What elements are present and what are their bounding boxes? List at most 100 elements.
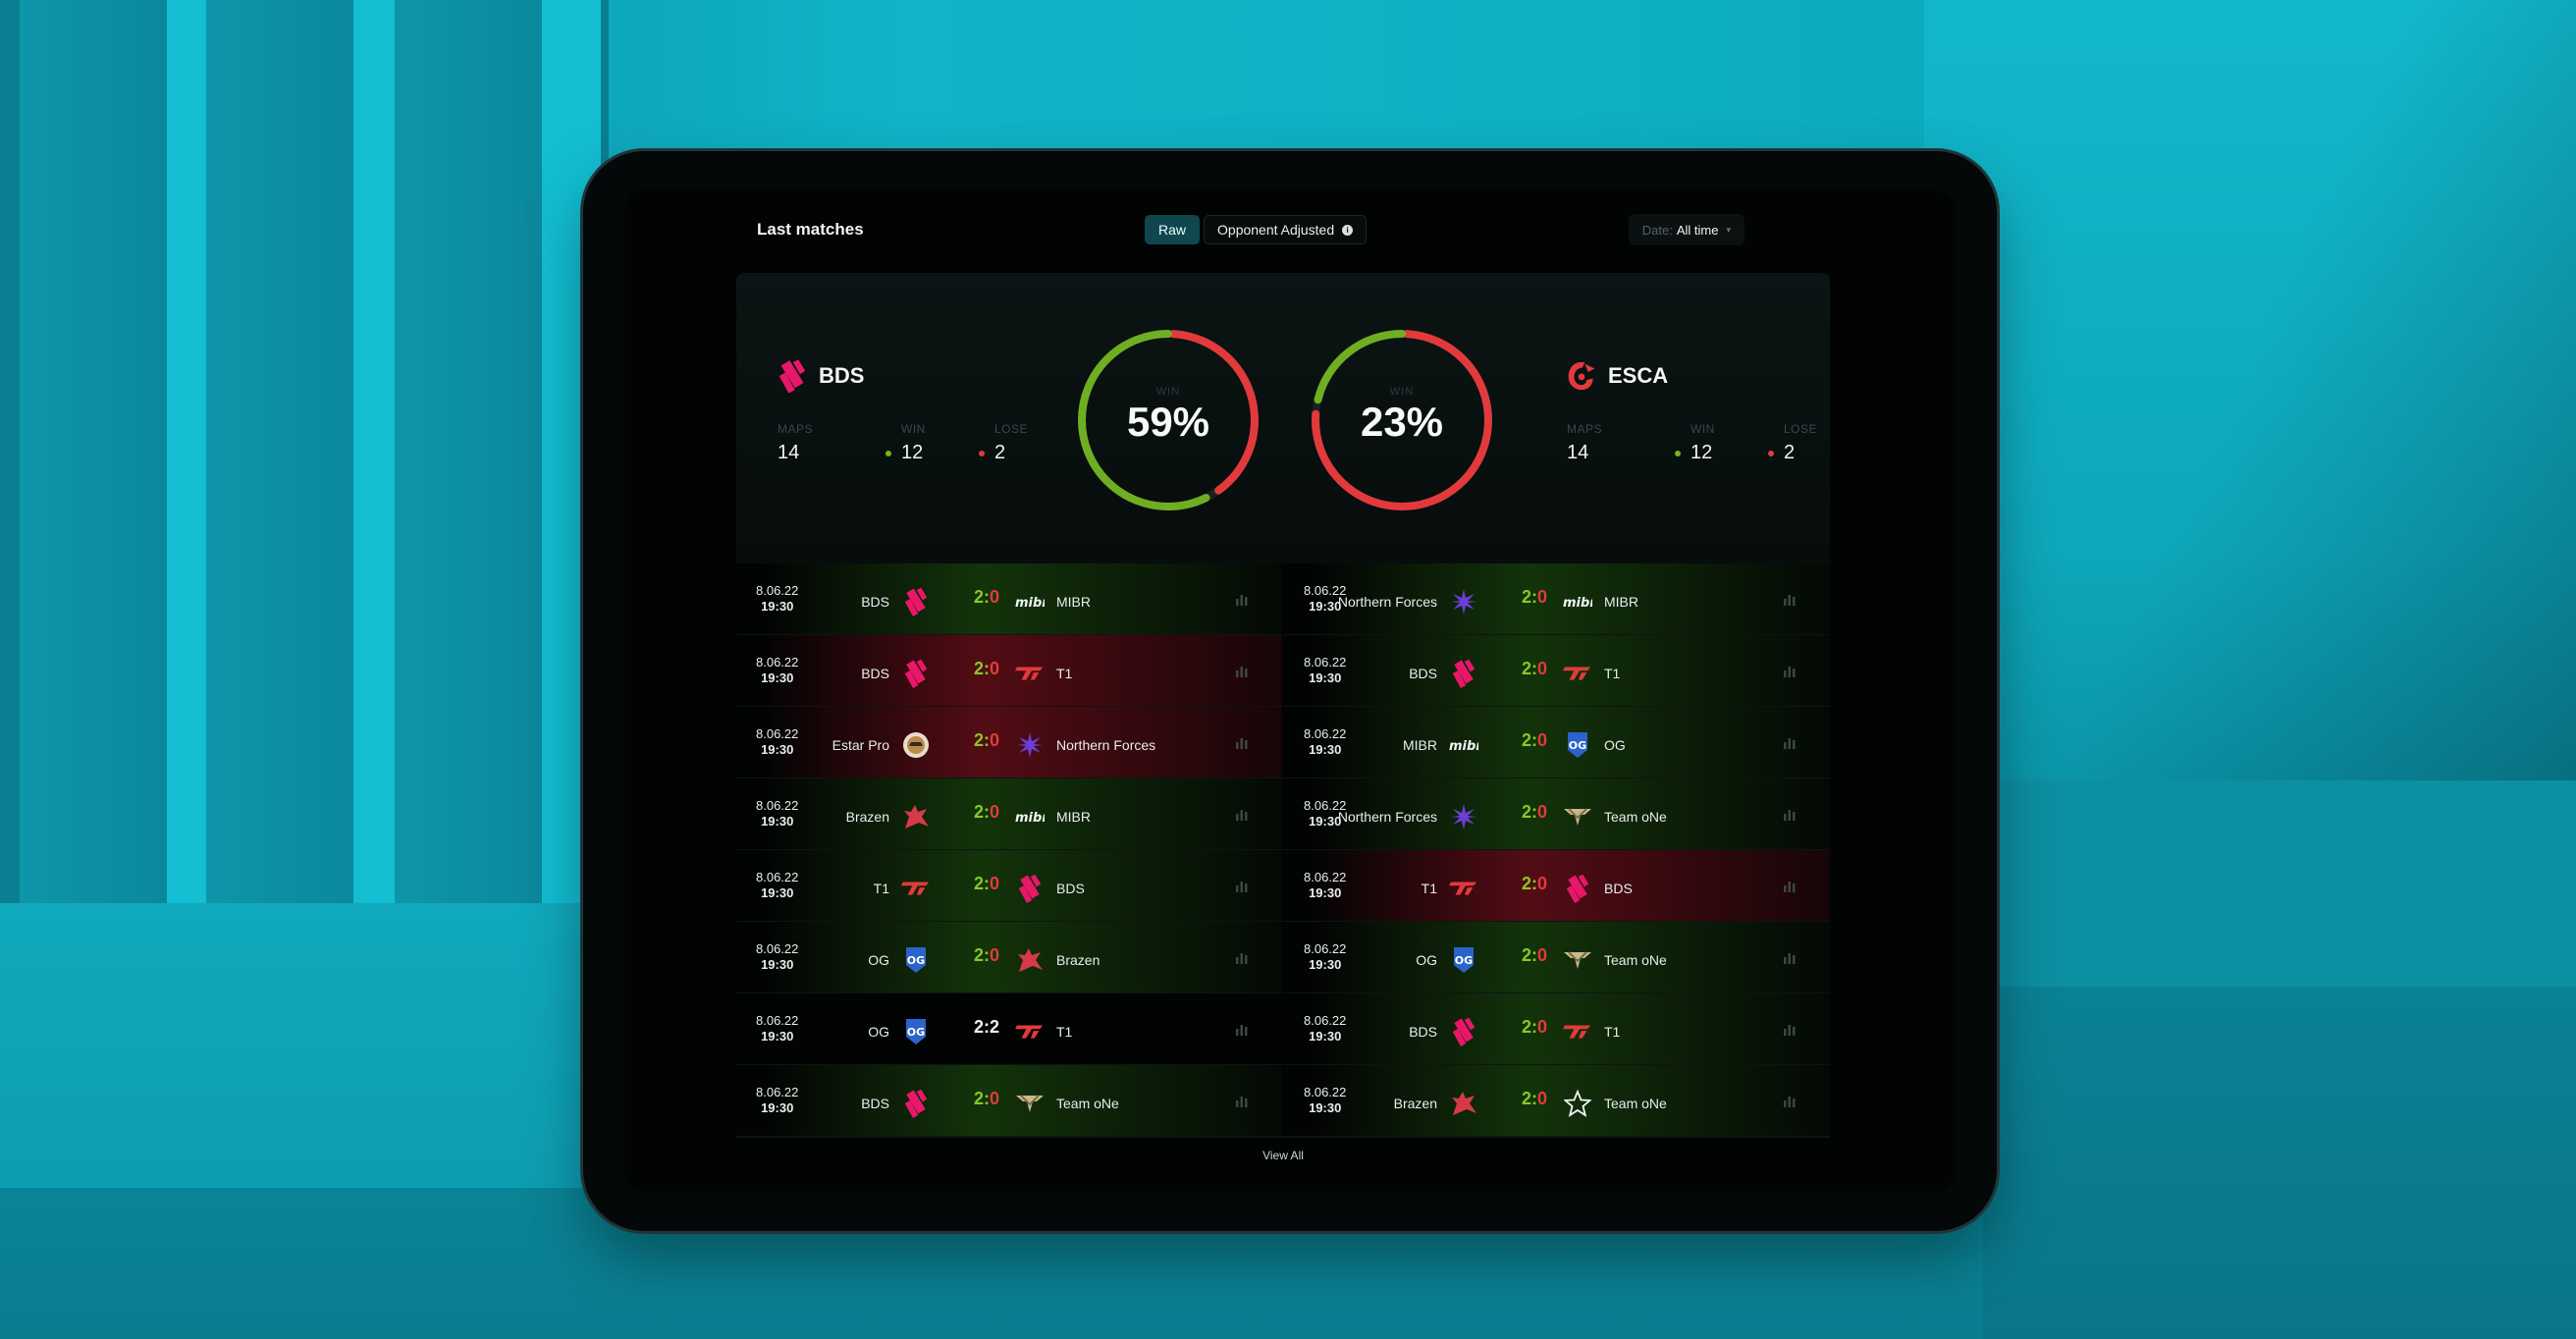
match-date: 8.06.22 19:30 [756,1013,798,1044]
match-row[interactable]: 8.06.22 19:30 OG OG 2:0 Brazen [736,922,1282,993]
away-team-name: MIBR [1056,594,1091,610]
date-filter-label: Date: [1641,222,1673,238]
view-all-button[interactable]: View All [736,1137,1830,1172]
score-home: 2 [1521,945,1531,965]
bds-logo-icon [778,359,807,394]
match-time: 19:30 [761,1029,794,1044]
maps-stat: MAPS 14 [1567,422,1675,464]
score-away: 0 [1537,802,1548,822]
score-away: 0 [1537,730,1548,750]
match-row[interactable]: 8.06.22 19:30 T1 2:0 BDS [736,850,1282,922]
stats-chart-icon[interactable] [1235,1022,1249,1036]
chevron-down-icon: ▾ [1726,224,1731,235]
home-team-name: OG [1416,952,1437,968]
tablet-screen: Last matches Raw Opponent Adjusted i Dat… [624,190,1956,1192]
home-team-name: Brazen [1393,1096,1437,1111]
match-date-day: 8.06.22 [1304,655,1347,670]
match-time: 19:30 [1309,742,1342,757]
match-row[interactable]: 8.06.22 19:30 BDS 2:0 Team oNe [736,1065,1282,1137]
match-date: 8.06.22 19:30 [1304,583,1346,615]
stats-chart-icon[interactable] [1783,592,1797,606]
esca-logo-icon [1567,361,1596,391]
match-row[interactable]: 8.06.22 19:30 OG OG 2:2 T1 [736,993,1282,1065]
stats-chart-icon[interactable] [1783,879,1797,892]
team-a-stats: MAPS 14 WIN 12 LOSE 2 [778,422,1087,464]
match-row[interactable]: 8.06.22 19:30 BDS 2:0 T1 [1284,993,1830,1065]
stats-chart-icon[interactable] [1235,950,1249,964]
lose-label: LOSE [994,422,1029,436]
match-row[interactable]: 8.06.22 19:30 Estar Pro 2:0 Northern Forces [736,707,1282,778]
score-home: 2 [973,659,984,678]
stats-chart-icon[interactable] [1235,664,1249,677]
maps-value: 14 [1567,442,1589,463]
match-score: 2:0 [1520,945,1549,966]
match-score: 2:0 [1520,802,1549,823]
mibr-logo-icon: mibr [1563,587,1592,616]
stats-chart-icon[interactable] [1235,592,1249,606]
home-team: MIBR mibr [1403,730,1478,760]
match-score: 2:0 [1520,874,1549,894]
stats-chart-icon[interactable] [1235,1094,1249,1107]
score-home: 2 [1521,1089,1531,1108]
stats-chart-icon[interactable] [1783,664,1797,677]
team-b-name: ESCA [1608,363,1669,388]
match-date: 8.06.22 19:30 [1304,870,1346,901]
match-row[interactable]: 8.06.22 19:30 OG OG 2:0 Team oNe [1284,922,1830,993]
lose-value: 2 [1784,442,1796,463]
stats-chart-icon[interactable] [1783,1094,1797,1107]
stats-chart-icon[interactable] [1235,735,1249,749]
gauge-ring [1078,330,1259,510]
away-team-name: Northern Forces [1056,737,1156,753]
score-separator: : [984,587,990,607]
home-team-name: Estar Pro [832,737,889,753]
match-time: 19:30 [1309,1029,1342,1044]
away-team-name: MIBR [1056,809,1091,825]
match-row[interactable]: 8.06.22 19:30 Brazen 2:0 Team oNe [1284,1065,1830,1137]
match-row[interactable]: 8.06.22 19:30 Northern Forces 2:0 Team oNe [1284,778,1830,850]
home-team-name: Northern Forces [1337,809,1437,825]
away-team-name: Team oNe [1056,1096,1119,1111]
score-home: 2 [1521,802,1531,822]
away-team: mibr MIBR [1015,802,1091,831]
score-away: 0 [1537,1089,1548,1108]
bds-logo-icon [1015,874,1045,903]
away-team-name: MIBR [1604,594,1638,610]
score-away: 0 [990,945,1000,965]
maps-stat: MAPS 14 [778,422,886,464]
estar-logo-icon [901,730,931,760]
info-icon[interactable]: i [1342,224,1354,236]
match-row[interactable]: 8.06.22 19:30 T1 2:0 BDS [1284,850,1830,922]
away-team-name: Team oNe [1604,952,1667,968]
lose-dot-icon [1768,450,1774,456]
match-time: 19:30 [1309,814,1342,829]
match-date-day: 8.06.22 [1304,726,1347,741]
home-team: BDS [1409,1017,1478,1046]
home-team: OG OG [1416,945,1478,975]
away-team: T1 [1563,1017,1620,1046]
match-score: 2:0 [972,730,1001,751]
stats-chart-icon[interactable] [1235,807,1249,821]
stats-chart-icon[interactable] [1783,735,1797,749]
stats-chart-icon[interactable] [1783,1022,1797,1036]
stats-chart-icon[interactable] [1783,807,1797,821]
bds-logo-icon [1563,874,1592,903]
right-wall [1924,0,2576,785]
away-team: Team oNe [1563,1089,1667,1118]
date-filter-dropdown[interactable]: Date: All time ▾ [1628,214,1744,245]
wall-pillar [395,0,542,903]
wall-pillar [20,0,167,903]
nf-logo-icon [1449,802,1478,831]
floor-right [1983,987,2576,1339]
opponent-adjusted-button[interactable]: Opponent Adjusted i [1204,215,1368,244]
match-row[interactable]: 8.06.22 19:30 BDS 2:0 T1 [736,635,1282,707]
stats-chart-icon[interactable] [1783,950,1797,964]
win-dot-icon [1675,450,1681,456]
stats-chart-icon[interactable] [1235,879,1249,892]
match-row[interactable]: 8.06.22 19:30 BDS 2:0 T1 [1284,635,1830,707]
lose-label: LOSE [1784,422,1818,436]
raw-button[interactable]: Raw [1145,215,1201,244]
